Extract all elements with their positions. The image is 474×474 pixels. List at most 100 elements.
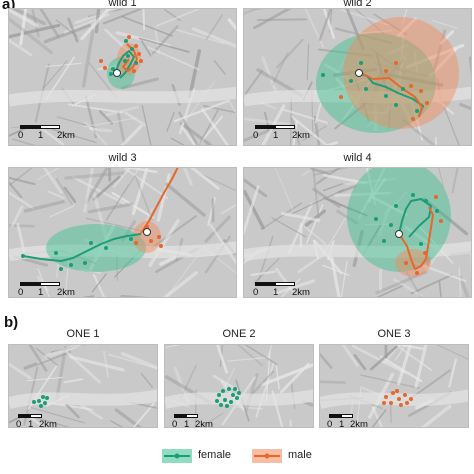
- terrain-ridge: [366, 104, 396, 128]
- female-location-point: [83, 261, 87, 265]
- female-location-point: [41, 395, 45, 399]
- terrain-ridge: [360, 374, 420, 389]
- female-location-point: [126, 54, 130, 58]
- terrain-ridge: [42, 168, 63, 194]
- terrain-ridge: [92, 175, 121, 201]
- terrain-ridge: [86, 217, 146, 233]
- terrain-ridge: [244, 9, 260, 14]
- terrain-ridge: [120, 124, 143, 145]
- scale-bar-label: 1: [273, 130, 279, 141]
- terrain-ridge: [353, 354, 367, 371]
- legend-male-swatch: [252, 449, 282, 463]
- female-home-range: [347, 168, 451, 272]
- terrain-ridge: [84, 168, 109, 205]
- male-location-point: [339, 95, 343, 99]
- terrain-ridge: [47, 190, 65, 199]
- male-location-point: [384, 395, 388, 399]
- terrain-ridge: [198, 172, 236, 192]
- scale-bar-label: 0: [253, 287, 259, 298]
- terrain-ridge: [458, 267, 462, 297]
- terrain-ridge: [378, 205, 391, 236]
- male-home-range: [343, 17, 459, 129]
- terrain-ridge: [375, 270, 428, 295]
- female-location-point: [233, 387, 237, 391]
- terrain-ridge: [102, 9, 144, 25]
- legend-female-label: female: [198, 449, 232, 461]
- terrain-ridge: [309, 168, 330, 176]
- terrain-ridge: [80, 9, 111, 41]
- male-location-point: [145, 225, 149, 229]
- male-location-point: [134, 241, 138, 245]
- terrain-ridge: [383, 191, 408, 216]
- female-location-point: [382, 239, 386, 243]
- terrain-ridge: [63, 378, 84, 384]
- terrain-ridge: [26, 376, 63, 382]
- terrain-ridge: [138, 37, 190, 53]
- terrain-ridge: [317, 48, 374, 57]
- terrain-ridge: [81, 29, 95, 88]
- male-home-range: [133, 221, 161, 253]
- terrain-ridge: [370, 195, 408, 216]
- terrain-ridge: [82, 295, 95, 297]
- release-site-marker: [113, 69, 121, 77]
- terrain-ridge: [155, 9, 202, 27]
- male-location-point: [423, 251, 427, 255]
- terrain-ridge: [365, 168, 377, 206]
- female-location-point: [223, 398, 227, 402]
- terrain-ridge: [436, 345, 468, 360]
- terrain-ridge: [397, 345, 412, 386]
- terrain-ridge: [379, 355, 423, 383]
- terrain-ridge: [376, 284, 404, 297]
- terrain-ridge: [63, 186, 77, 203]
- terrain-ridge: [396, 17, 417, 38]
- terrain-ridge: [260, 363, 313, 387]
- scale-bar-label: 2km: [39, 419, 57, 430]
- terrain-ridge: [83, 168, 95, 213]
- terrain-ridge: [51, 128, 97, 144]
- terrain-ridge: [256, 18, 307, 22]
- terrain-ridge: [323, 197, 368, 217]
- scale-bar-segment: [275, 125, 295, 129]
- terrain-ridge: [10, 205, 24, 228]
- terrain-ridge: [65, 350, 102, 384]
- scale-bar-segment: [329, 414, 341, 418]
- female-location-point: [401, 87, 405, 91]
- terrain-ridge: [132, 402, 155, 427]
- terrain-ridge: [253, 257, 280, 284]
- male-location-point: [409, 84, 413, 88]
- terrain-ridge: [410, 273, 453, 295]
- scale-bar-segment: [20, 282, 40, 286]
- terrain-ridge: [191, 27, 236, 49]
- terrain-ridge: [290, 97, 292, 145]
- terrain-ridge: [438, 168, 445, 189]
- scale-bar-label: 0: [16, 419, 22, 430]
- scale-bar: 0 1 2km: [327, 414, 393, 432]
- female-location-point: [37, 399, 41, 403]
- valley: [165, 389, 313, 409]
- terrain-ridge: [324, 141, 338, 145]
- terrain-ridge: [334, 27, 393, 45]
- terrain-ridge: [373, 13, 408, 36]
- terrain-ridge: [121, 77, 159, 90]
- terrain-ridge: [35, 347, 58, 366]
- terrain-ridge: [12, 138, 36, 145]
- terrain-background: [9, 168, 236, 297]
- terrain-ridge: [67, 103, 123, 114]
- scale-bar: 0 1 2km: [253, 282, 335, 300]
- map-title: wild 3: [108, 152, 137, 164]
- terrain-ridge: [43, 23, 92, 44]
- terrain-ridge: [302, 125, 327, 141]
- terrain-ridge: [250, 270, 276, 277]
- terrain-ridge: [198, 109, 219, 145]
- terrain-ridge: [313, 168, 349, 176]
- scale-bar-segment: [275, 282, 295, 286]
- female-location-point: [415, 109, 419, 113]
- male-location-point: [384, 69, 388, 73]
- terrain-ridge: [49, 205, 75, 218]
- female-location-point: [111, 67, 115, 71]
- terrain-ridge: [244, 190, 265, 230]
- terrain-ridge: [213, 59, 226, 75]
- scale-bar-label: 0: [253, 130, 259, 141]
- terrain-ridge: [125, 168, 158, 174]
- scale-bar-segment: [255, 125, 275, 129]
